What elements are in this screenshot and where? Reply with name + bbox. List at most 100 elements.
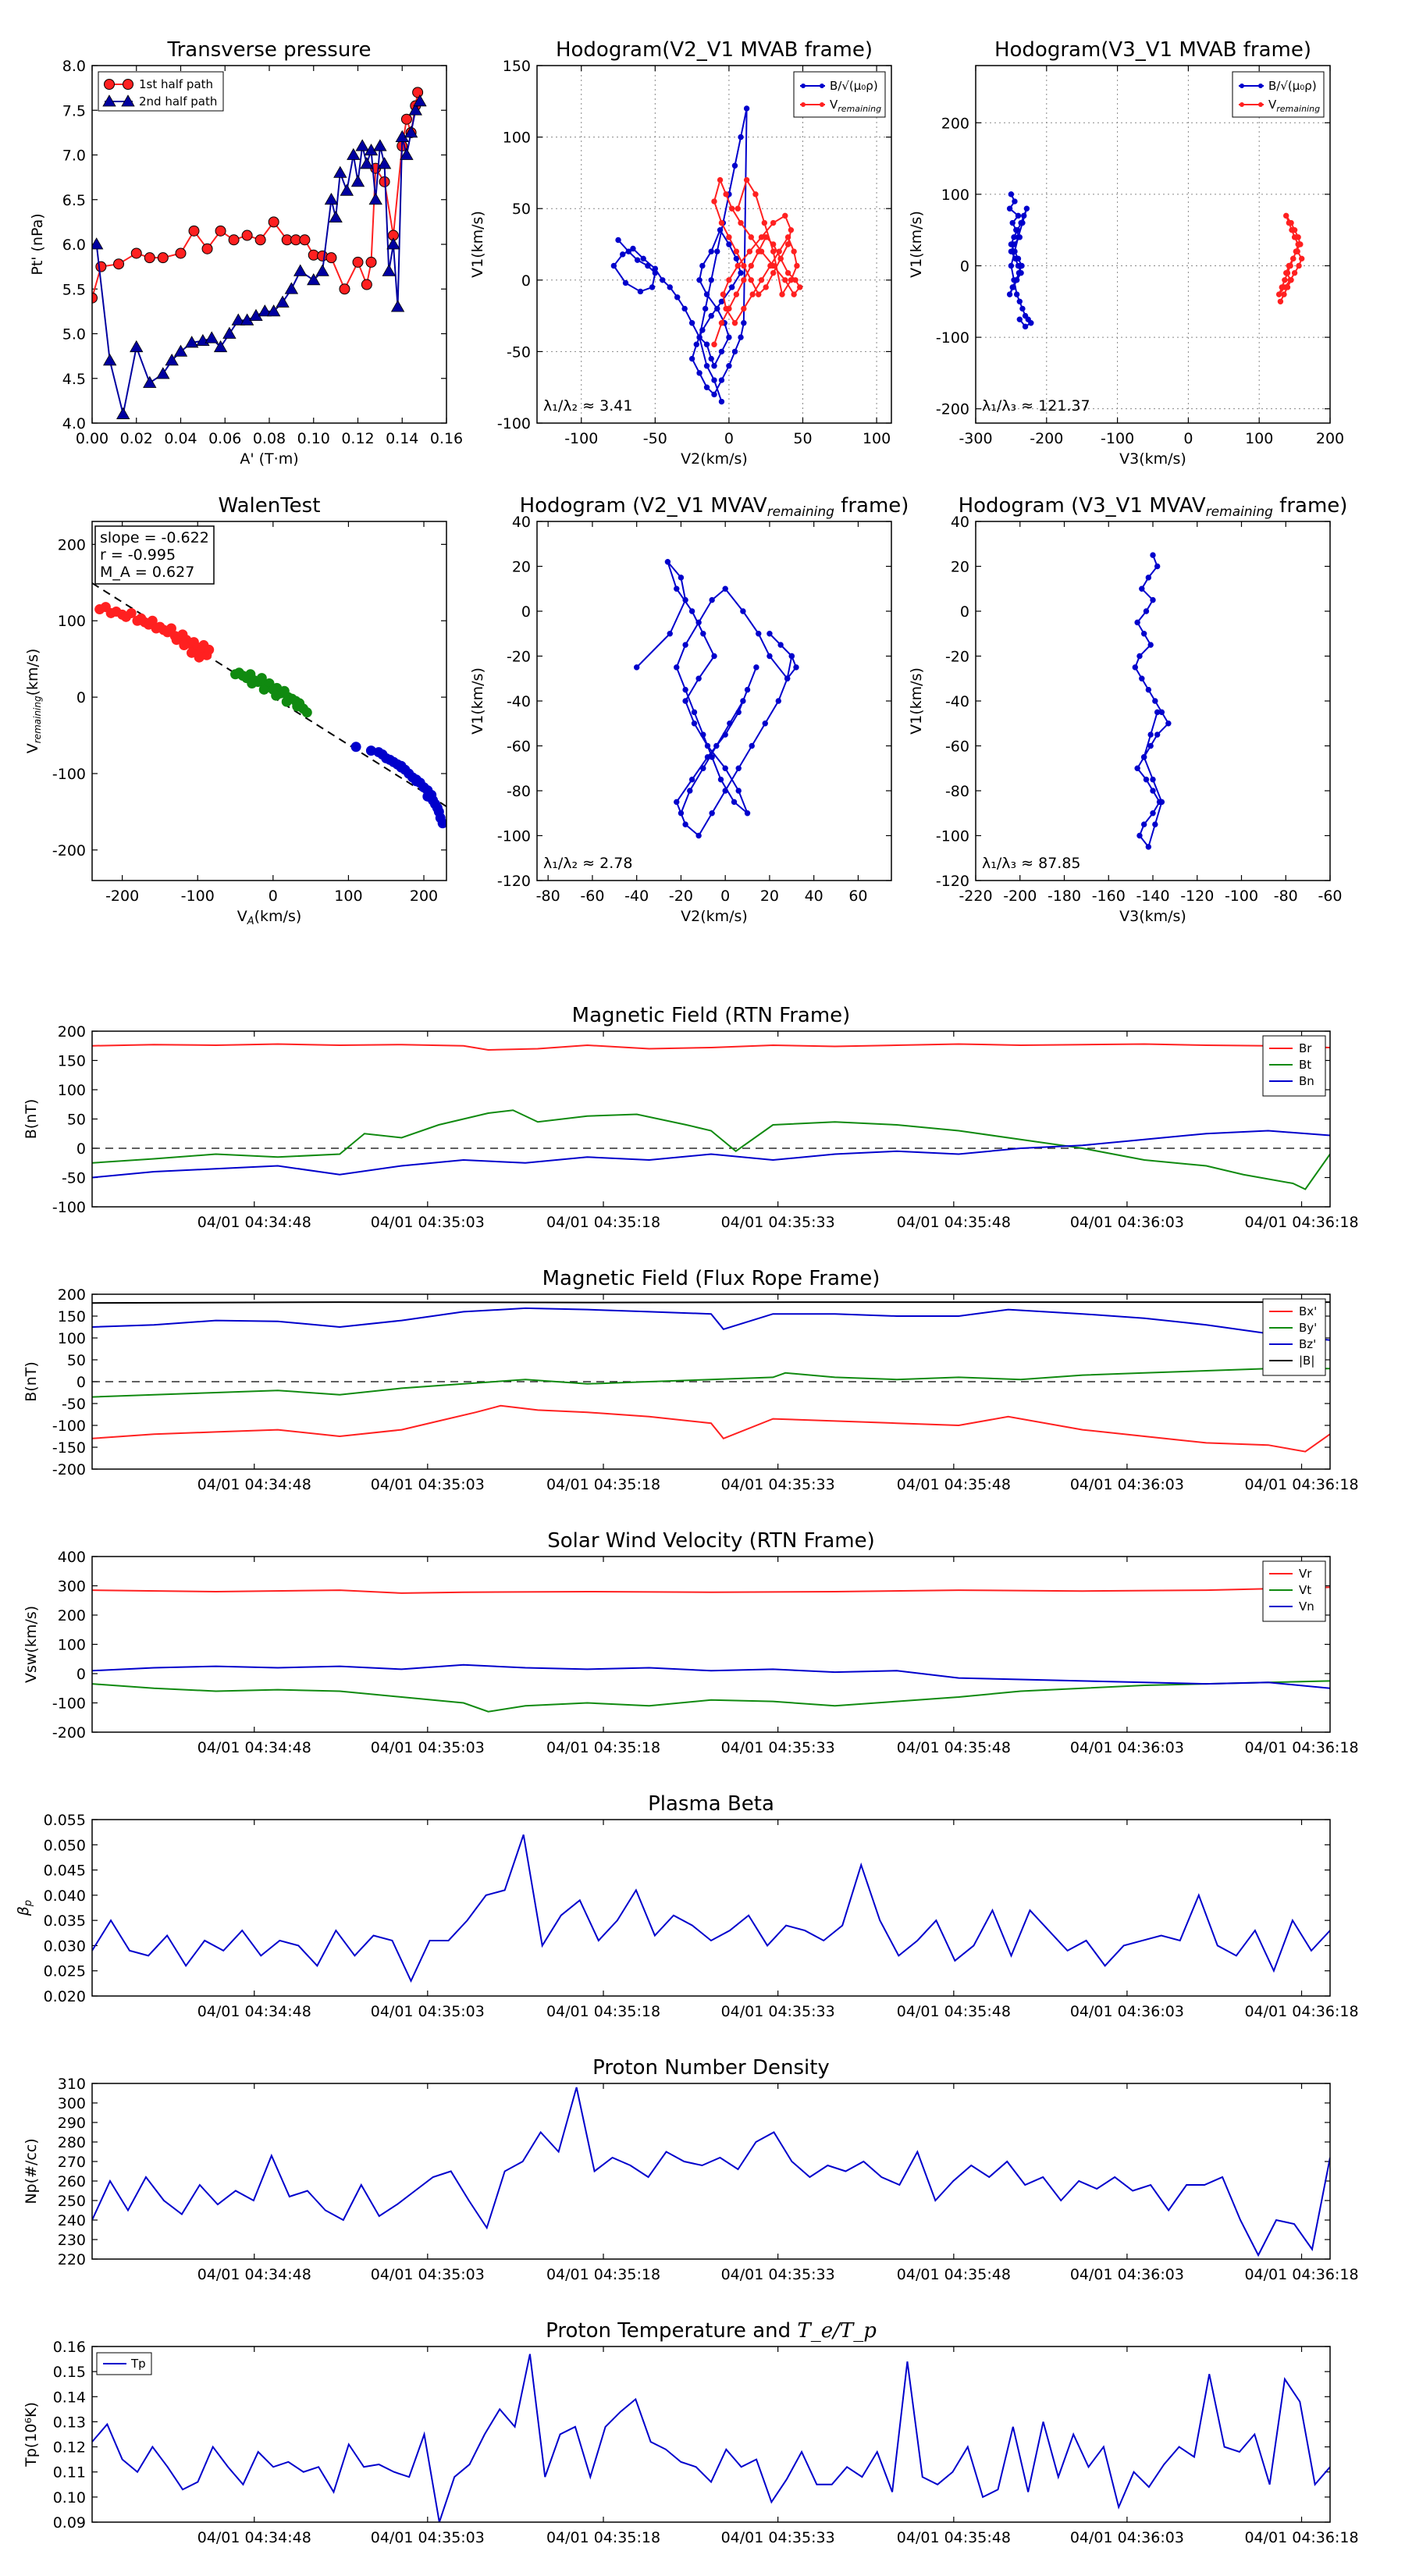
data-point [699, 262, 706, 269]
axes-frame [91, 1030, 1331, 1208]
y-tick-label: -100 [936, 828, 969, 845]
data-point [1290, 255, 1297, 262]
data-point [788, 653, 795, 660]
y-tick-label: 7.0 [62, 148, 86, 165]
time-tick-label: 04/01 04:35:33 [721, 1476, 835, 1493]
data-point [1150, 552, 1156, 558]
y-tick-label: 100 [941, 187, 969, 204]
data-point [1136, 832, 1143, 839]
data-point [722, 585, 728, 592]
data-point [738, 269, 744, 276]
series-vr [92, 1586, 1330, 1594]
chart-tp: Proton Temperature and T_e/T_p 0.09 0.10 0.… [23, 2319, 1359, 2546]
data-point [281, 696, 292, 707]
axes-frame [975, 65, 1331, 424]
series-v [1275, 212, 1305, 304]
chart-title: Magnetic Field (Flux Rope Frame) [542, 1267, 880, 1290]
data-point [788, 277, 795, 283]
y-tick-label: -120 [936, 873, 969, 890]
time-tick-label: 04/01 04:36:18 [1244, 2529, 1358, 2546]
data-point [204, 644, 215, 655]
data-point [678, 810, 685, 817]
time-tick-label: 04/01 04:34:48 [197, 2266, 311, 2283]
data-point [703, 363, 710, 369]
axes-frame [91, 2083, 1331, 2260]
x-tick-label: -180 [1048, 888, 1081, 905]
legend-label: By' [1299, 1321, 1317, 1335]
data-point [758, 234, 765, 240]
y-tick-label: 220 [58, 2251, 86, 2268]
y-tick-label: -200 [52, 842, 86, 859]
y-tick-label: -40 [945, 693, 969, 710]
data-point [1287, 262, 1293, 269]
data-point [682, 821, 688, 827]
data-point [767, 631, 773, 637]
data-point [215, 225, 226, 237]
y-tick-label: 0 [76, 689, 86, 706]
data-point [1150, 810, 1156, 817]
x-tick-label: -100 [1101, 430, 1134, 447]
time-tick-label: 04/01 04:36:18 [1244, 2266, 1358, 2283]
data-point [735, 262, 741, 269]
y-tick-label: 200 [58, 1286, 86, 1304]
data-point [791, 291, 797, 297]
data-point [1022, 323, 1029, 330]
data-point [1158, 799, 1165, 806]
chart-beta: Plasma Beta 0.020 0.025 0.030 0.035 0.040 0.04… [15, 1792, 1359, 2020]
data-point [188, 225, 200, 237]
data-point [784, 241, 791, 247]
data-point [228, 234, 240, 246]
x-tick-label: 0.10 [297, 430, 330, 447]
x-tick-label: 100 [1245, 430, 1273, 447]
data-point [1147, 642, 1154, 648]
data-point [695, 675, 702, 681]
y-tick-label: 270 [58, 2154, 86, 2171]
data-point [1016, 269, 1023, 276]
series-blue [350, 742, 446, 829]
data-point [610, 262, 617, 269]
x-tick-label: 50 [793, 430, 812, 447]
data-point [702, 305, 709, 312]
chart-title: Solar Wind Velocity (RTN Frame) [547, 1529, 874, 1553]
chart-title: Magnetic Field (RTN Frame) [572, 1004, 851, 1027]
y-tick-label: 240 [58, 2212, 86, 2229]
data-point [740, 698, 746, 704]
y-tick-label: 0.15 [53, 2364, 86, 2381]
y-tick-label: -60 [507, 738, 531, 756]
y-axis-label: Vsw(km/s) [23, 1606, 40, 1683]
data-point [708, 355, 714, 362]
y-tick-label: -100 [497, 415, 531, 432]
chart-title: Hodogram (V2_V1 MVAVremaining frame) [520, 494, 909, 520]
data-point [325, 252, 337, 264]
x-tick-label: 100 [863, 430, 891, 447]
data-point [718, 320, 725, 326]
axes-frame [91, 1819, 1331, 1997]
data-point [1287, 277, 1293, 283]
data-point [1291, 226, 1298, 233]
y-tick-label: -50 [62, 1396, 86, 1413]
data-point [695, 619, 702, 626]
data-point [708, 312, 714, 319]
series-bn [92, 1130, 1330, 1179]
y-axis-label: B(nT) [23, 1099, 40, 1140]
x-axis-label: V2(km/s) [681, 908, 748, 925]
x-tick-label: -200 [105, 888, 139, 905]
y-tick-label: 0.055 [44, 1812, 86, 1829]
legend-label: Vt [1299, 1583, 1311, 1597]
time-tick-label: 04/01 04:35:18 [546, 2266, 660, 2283]
data-point [165, 354, 179, 366]
x-tick-label: -100 [181, 888, 215, 905]
x-tick-label: 0.04 [164, 430, 197, 447]
data-point [396, 760, 407, 771]
y-tick-label: 40 [512, 514, 531, 531]
y-tick-label: -20 [507, 649, 531, 666]
data-point [123, 79, 133, 90]
x-tick-label: -220 [959, 888, 992, 905]
y-tick-label: 0 [76, 1374, 86, 1391]
data-point [350, 742, 361, 753]
y-tick-label: 100 [58, 1330, 86, 1347]
time-tick-label: 04/01 04:35:48 [897, 2003, 1011, 2020]
data-point [709, 810, 715, 817]
data-point [729, 284, 735, 290]
data-point [1016, 316, 1023, 322]
